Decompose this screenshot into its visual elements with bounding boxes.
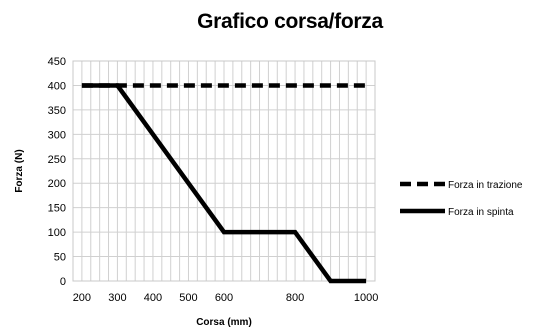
legend-entry: Forza in spinta [448,207,514,218]
y-tick-label: 300 [48,129,66,141]
y-axis-ticks: 0 50 100 150 200 250 300 350 400 450 [48,56,66,288]
y-tick-label: 250 [48,154,66,166]
series-line-spinta [81,83,367,284]
y-tick-label: 100 [48,227,66,239]
y-tick-label: 50 [54,252,66,264]
y-tick-label: 0 [60,276,66,288]
y-tick-label: 150 [48,203,66,215]
y-tick-label: 400 [48,80,66,92]
x-tick-label: 500 [179,292,197,304]
x-tick-label: 600 [215,292,233,304]
grid-vertical [72,61,376,281]
series-lines [81,83,367,284]
x-axis-label: Corsa (mm) [196,317,252,328]
x-tick-label: 200 [73,292,91,304]
plot-border [72,60,376,282]
legend: Forza in trazione Forza in spinta [400,180,523,218]
y-tick-label: 200 [48,178,66,190]
x-tick-label: 400 [144,292,162,304]
chart-title: Grafico corsa/forza [197,10,383,33]
plot-area [72,60,376,282]
y-tick-label: 450 [48,56,66,68]
y-axis-label: Forza (N) [14,149,25,192]
legend-entry: Forza in trazione [448,180,523,191]
y-tick-label: 350 [48,105,66,117]
x-tick-label: 1000 [354,292,378,304]
x-tick-label: 300 [108,292,126,304]
x-axis-ticks: 200 300 400 500 600 800 1000 [73,292,379,304]
x-tick-label: 800 [286,292,304,304]
